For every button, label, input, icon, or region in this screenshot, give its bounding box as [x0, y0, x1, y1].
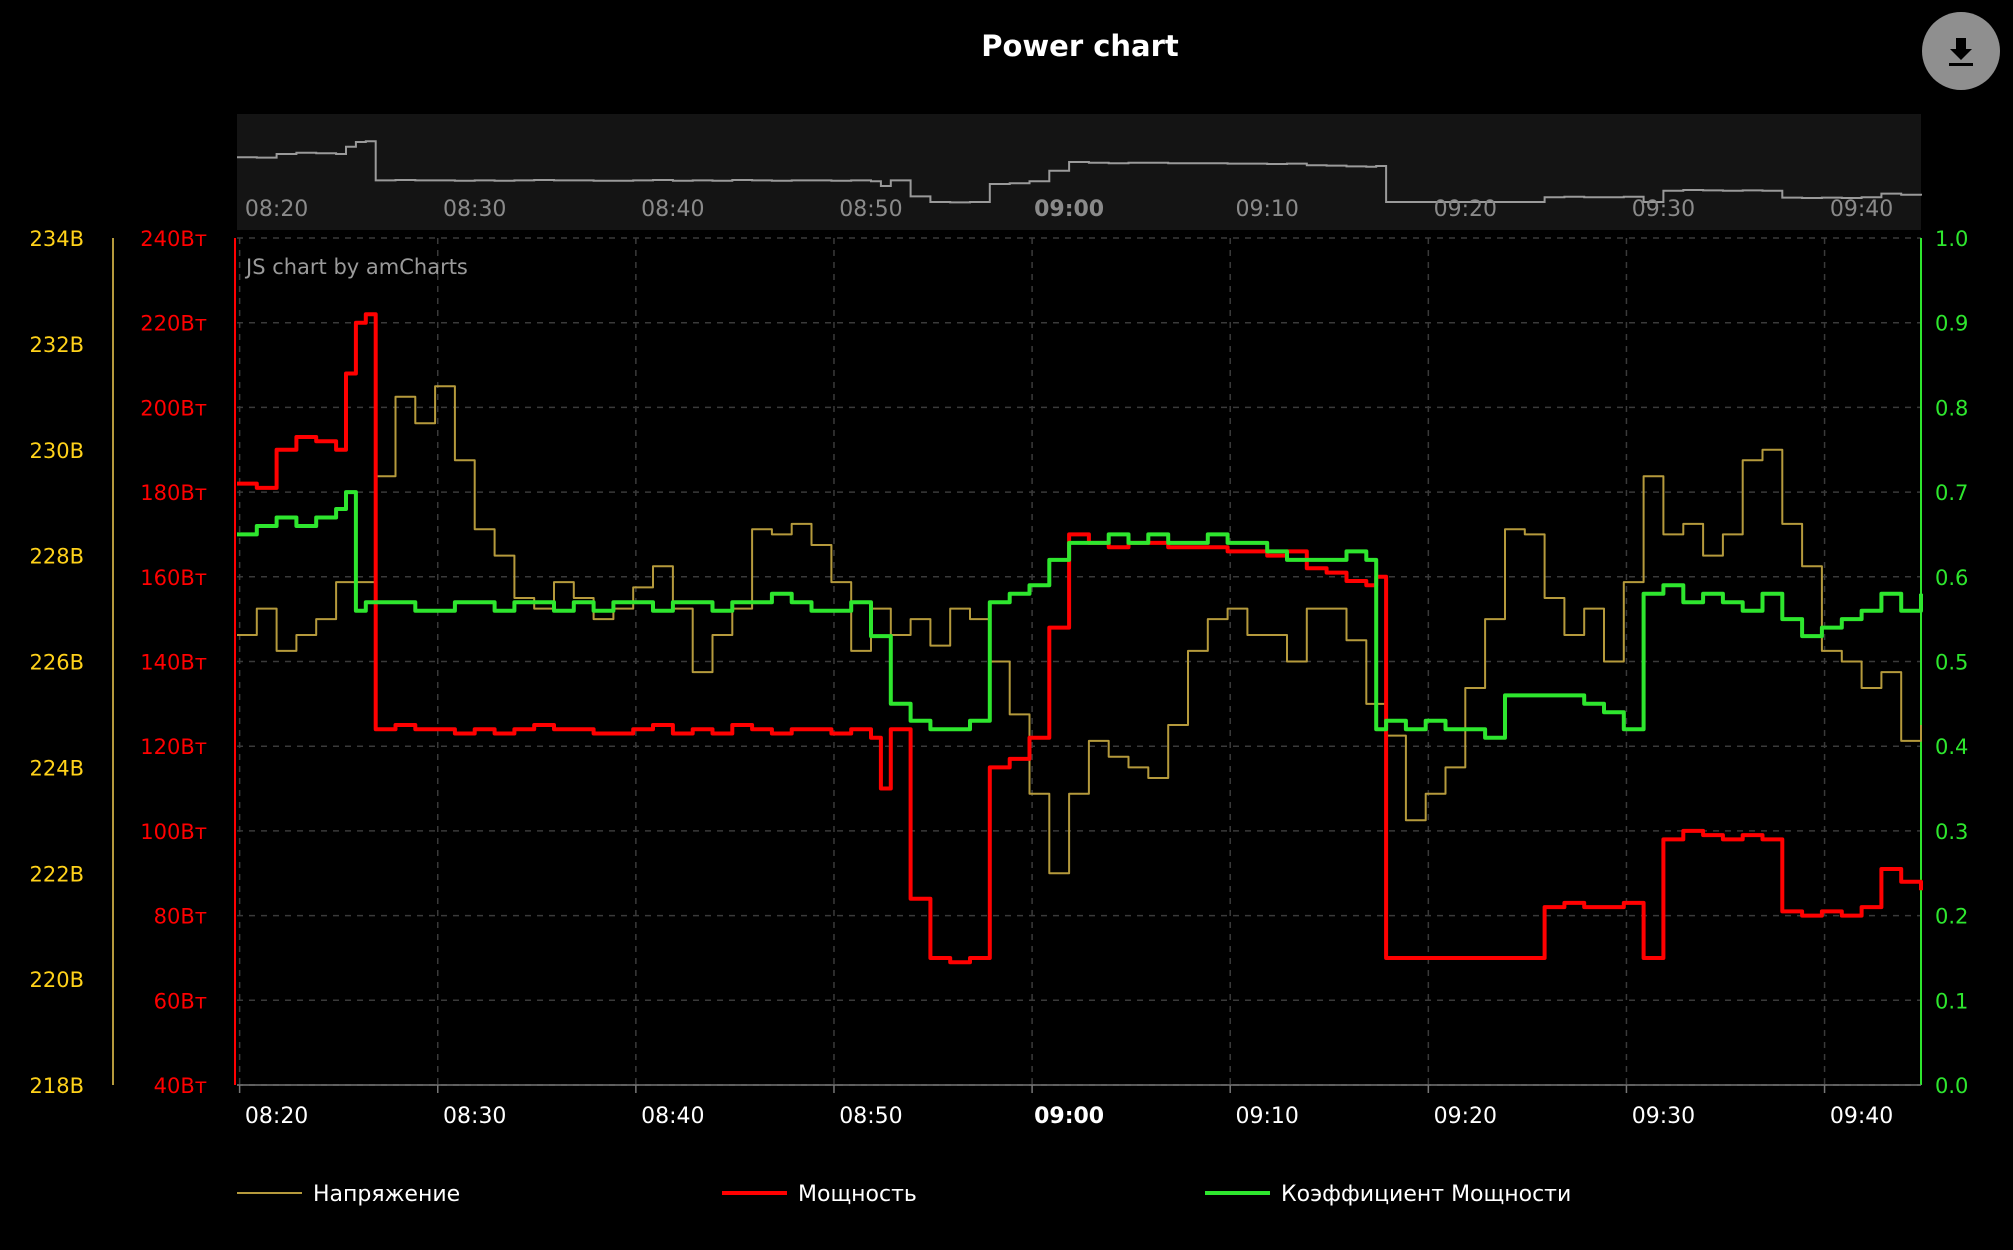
power-tick-label: 240Вт	[140, 227, 207, 251]
scrollbar-series	[237, 140, 1922, 204]
x-tick-label: 09:40	[1830, 1104, 1893, 1129]
power-factor-tick-label: 0.2	[1935, 905, 1968, 929]
power-factor-tick-label: 0.8	[1935, 396, 1968, 420]
x-tick-label: 09:10	[1236, 1104, 1299, 1129]
power-tick-label: 40Вт	[154, 1074, 207, 1098]
power-factor-tick-label: 0.6	[1935, 566, 1968, 590]
x-tick-label: 09:20	[1434, 1104, 1497, 1129]
voltage-tick-label: 218В	[30, 1074, 85, 1098]
legend: Напряжение Мощность Коэффициент Мощности	[237, 1182, 1571, 1207]
scrollbar-tick-label: 09:00	[1034, 197, 1104, 222]
series-line-power-factor	[237, 490, 1923, 740]
legend-item-power[interactable]: Мощность	[722, 1182, 917, 1207]
axes: 08:20 08:30 08:40 08:50 09:00 09:10 09:20 09:30…	[30, 227, 1969, 1129]
grid	[237, 237, 1921, 1086]
scrollbar-background[interactable]	[237, 114, 1921, 230]
voltage-tick-label: 220В	[30, 968, 85, 992]
legend-item-power-factor[interactable]: Коэффициент Мощности	[1205, 1182, 1571, 1207]
voltage-tick-label: 234В	[30, 227, 85, 251]
voltage-tick-label: 228В	[30, 545, 85, 569]
x-tick-label: 09:00	[1034, 1104, 1104, 1129]
legend-label-power: Мощность	[798, 1182, 917, 1207]
download-icon	[1949, 38, 1973, 66]
export-button[interactable]	[1922, 12, 2000, 90]
scrollbar-tick-label: 08:50	[839, 197, 902, 222]
scrollbar-ticks: 08:20 08:30 08:40 08:50 09:00 09:10 09:20 09:30…	[245, 197, 1893, 222]
voltage-tick-label: 222В	[30, 862, 85, 886]
voltage-tick-label: 226В	[30, 651, 85, 675]
power-factor-tick-label: 0.4	[1935, 735, 1968, 759]
scrollbar-tick-label: 08:40	[641, 197, 704, 222]
power-factor-tick-label: 0.9	[1935, 312, 1968, 336]
scrollbar-tick-label: 09:30	[1632, 197, 1695, 222]
scrollbar-tick-label: 09:20	[1434, 197, 1497, 222]
series-line-power	[237, 312, 1923, 965]
power-tick-label: 200Вт	[140, 396, 207, 420]
power-tick-label: 120Вт	[140, 735, 207, 759]
scrollbar-line	[237, 140, 1922, 204]
power-tick-label: 80Вт	[154, 905, 207, 929]
power-tick-label: 180Вт	[140, 481, 207, 505]
power-factor-tick-label: 0.5	[1935, 651, 1968, 675]
legend-label-voltage: Напряжение	[313, 1182, 460, 1207]
power-factor-tick-label: 0.0	[1935, 1074, 1968, 1098]
legend-item-voltage[interactable]: Напряжение	[237, 1182, 460, 1207]
x-tick-label: 08:20	[245, 1104, 308, 1129]
legend-label-power-factor: Коэффициент Мощности	[1281, 1182, 1571, 1207]
x-tick-label: 09:30	[1632, 1104, 1695, 1129]
power-tick-label: 220Вт	[140, 312, 207, 336]
scrollbar-tick-label: 09:40	[1830, 197, 1893, 222]
power-factor-tick-label: 1.0	[1935, 227, 1968, 251]
power-factor-tick-label: 0.3	[1935, 820, 1968, 844]
power-tick-label: 160Вт	[140, 566, 207, 590]
x-tick-label: 08:50	[839, 1104, 902, 1129]
series-lines	[237, 312, 1923, 965]
power-factor-tick-label: 0.1	[1935, 989, 1968, 1013]
voltage-tick-label: 230В	[30, 439, 85, 463]
power-tick-label: 60Вт	[154, 989, 207, 1013]
voltage-tick-label: 232В	[30, 333, 85, 357]
scrollbar-tick-label: 09:10	[1236, 197, 1299, 222]
power-tick-label: 140Вт	[140, 651, 207, 675]
x-tick-label: 08:40	[641, 1104, 704, 1129]
power-factor-tick-label: 0.7	[1935, 481, 1968, 505]
power-tick-label: 100Вт	[140, 820, 207, 844]
chart-credit[interactable]: JS chart by amCharts	[244, 255, 468, 279]
scrollbar-tick-label: 08:30	[443, 197, 506, 222]
voltage-tick-label: 224В	[30, 756, 85, 780]
series-line-voltage	[237, 385, 1922, 875]
x-tick-label: 08:30	[443, 1104, 506, 1129]
scrollbar-tick-label: 08:20	[245, 197, 308, 222]
chart-title: Power chart	[981, 29, 1179, 63]
